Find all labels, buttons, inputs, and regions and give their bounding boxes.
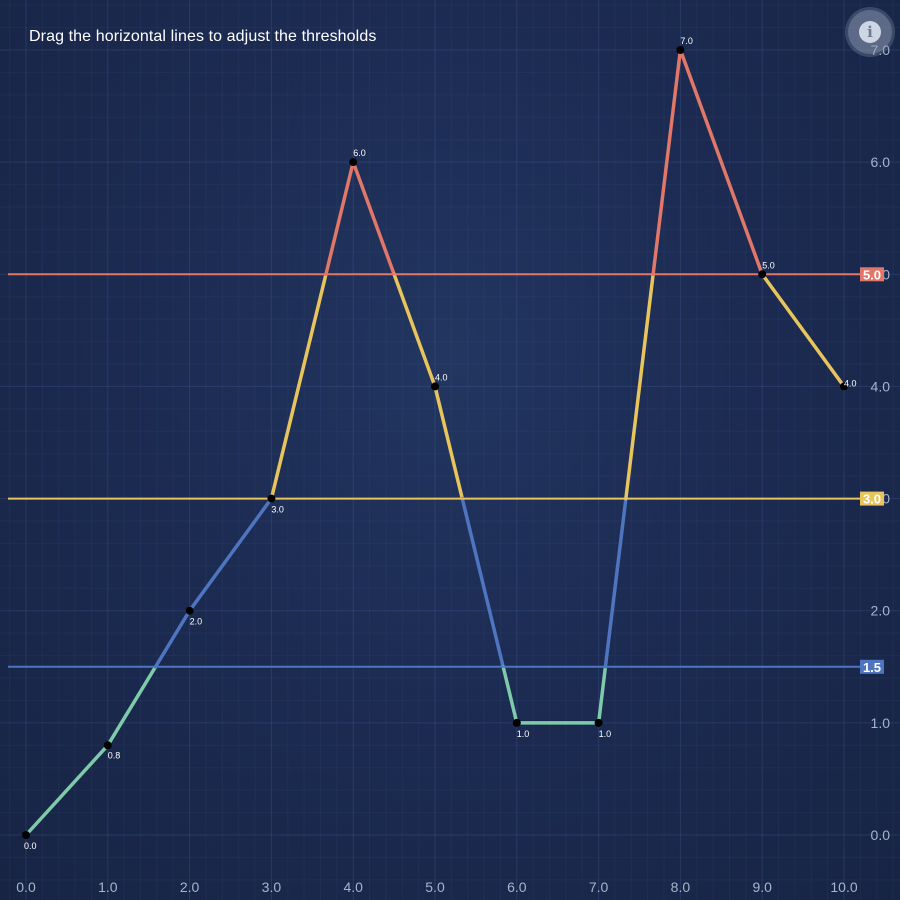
threshold-tag[interactable] (860, 659, 884, 674)
x-tick-label: 3.0 (262, 879, 282, 895)
x-tick-label: 2.0 (180, 879, 200, 895)
data-point (840, 382, 848, 391)
x-axis: 0.0 1.0 2.0 3.0 4.0 5.0 6.0 7.0 8.0 9.0 10.0 (16, 879, 858, 895)
data-point (594, 718, 603, 727)
y-tick-label: 6.0 (871, 154, 891, 170)
data-point (758, 270, 767, 279)
x-tick-label: 8.0 (671, 879, 691, 895)
x-tick-label: 10.0 (830, 879, 857, 895)
x-tick-label: 5.0 (425, 879, 445, 895)
x-tick-label: 0.0 (16, 879, 36, 895)
data-point (349, 158, 358, 167)
series-segment (651, 48, 683, 277)
data-label: 5.0 (762, 260, 775, 270)
series-line (24, 48, 846, 837)
series-segment (392, 272, 437, 389)
y-axis: 0.01.02.03.04.05.06.07.0 (871, 42, 891, 843)
series-segment (153, 608, 192, 669)
series-segment (596, 665, 608, 725)
series-segment (324, 160, 355, 277)
threshold-labels[interactable]: 1.5 3.0 5.0 (860, 267, 884, 675)
series-segment (460, 496, 505, 669)
threshold-tag[interactable] (860, 267, 884, 282)
data-point (431, 382, 439, 391)
data-label: 4.0 (844, 378, 857, 388)
x-tick-label: 1.0 (98, 879, 118, 895)
y-tick-label: 0.0 (871, 827, 891, 843)
x-tick-label: 6.0 (507, 879, 527, 895)
series-segment (351, 160, 396, 277)
series-segment (678, 48, 764, 277)
data-point (22, 831, 30, 839)
series-segment (24, 743, 110, 837)
series-segment (269, 272, 328, 501)
series-segment (603, 496, 628, 669)
y-tick-label: 4.0 (871, 378, 891, 394)
data-points (22, 46, 848, 839)
threshold-lines[interactable] (8, 273, 880, 668)
data-label: 1.0 (517, 729, 530, 739)
threshold-tag-label[interactable]: 5.0 (863, 267, 881, 282)
data-point (267, 494, 276, 503)
threshold-tag[interactable] (860, 491, 884, 506)
y-tick-label: 2.0 (871, 603, 891, 619)
series-segment (501, 665, 519, 725)
data-point (512, 718, 521, 727)
series-segment (624, 272, 655, 501)
info-button[interactable]: i (848, 10, 892, 54)
series-segment (106, 665, 158, 748)
data-label: 1.0 (599, 729, 612, 739)
series-segment (433, 384, 465, 501)
data-label: 2.0 (190, 617, 203, 627)
info-icon: i (859, 21, 881, 43)
threshold-tag-label[interactable]: 3.0 (863, 492, 881, 507)
series-segment (187, 496, 274, 613)
data-label: 0.0 (24, 841, 37, 851)
x-tick-label: 7.0 (589, 879, 609, 895)
series-segment (760, 272, 846, 389)
data-labels: 0.0 0.8 2.0 3.0 6.0 4.0 1.0 1.0 7.0 5.0 4.0 (24, 36, 857, 851)
data-label: 7.0 (680, 36, 693, 46)
data-point (676, 46, 685, 54)
data-label: 3.0 (271, 505, 284, 515)
info-glyph: i (867, 23, 873, 41)
y-tick-label: 1.0 (871, 715, 891, 731)
data-point (103, 741, 112, 750)
data-label: 0.8 (108, 750, 121, 760)
data-label: 6.0 (353, 148, 366, 158)
x-tick-label: 9.0 (752, 879, 772, 895)
data-point (185, 606, 194, 615)
threshold-tag-label[interactable]: 1.5 (863, 660, 881, 675)
instruction-text: Drag the horizontal lines to adjust the … (29, 28, 377, 45)
x-tick-label: 4.0 (343, 879, 363, 895)
data-label: 4.0 (435, 372, 448, 382)
